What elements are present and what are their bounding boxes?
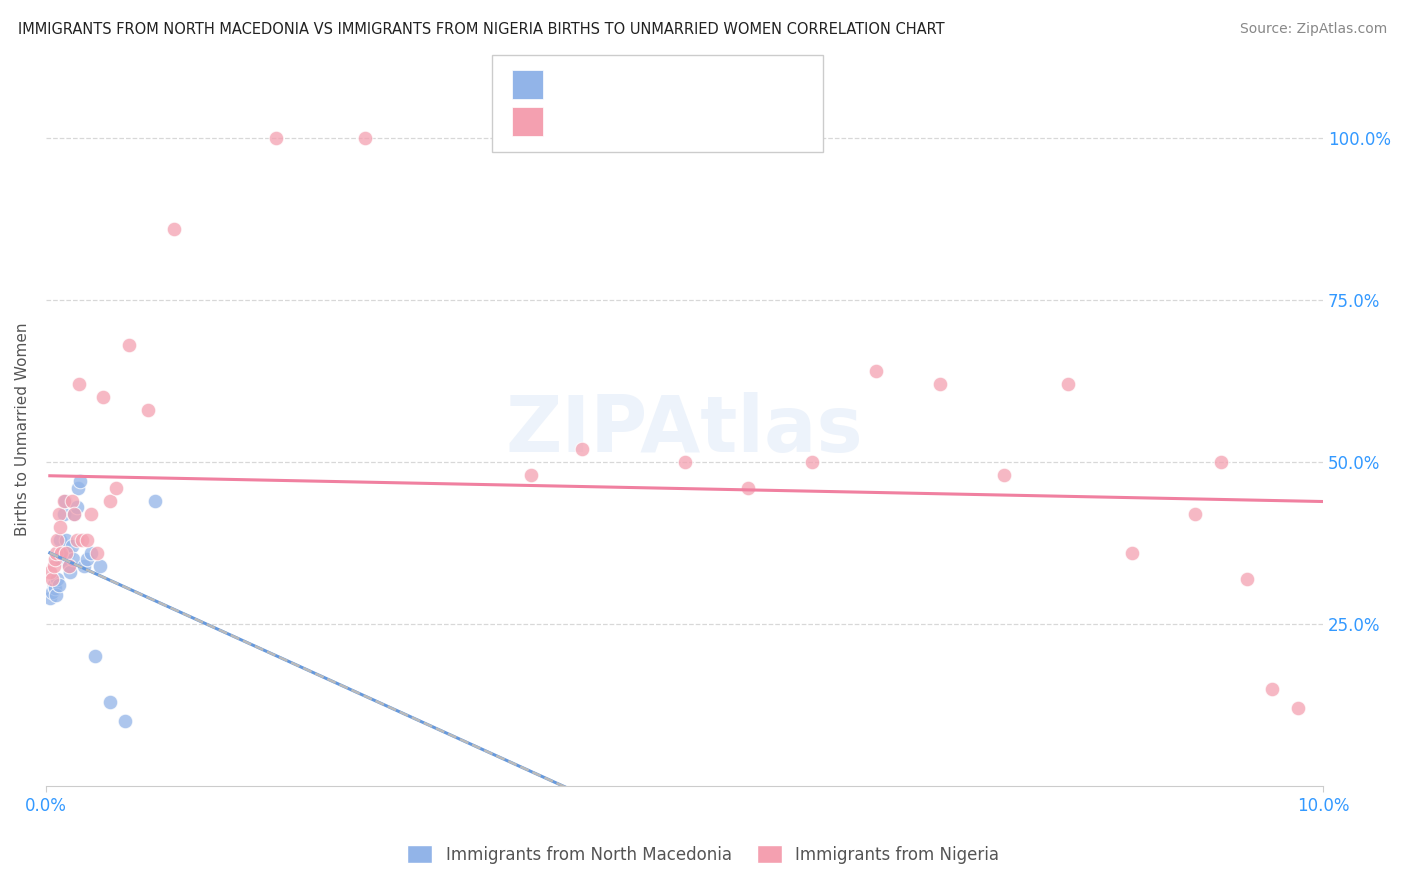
Point <box>1209 455 1232 469</box>
Point <box>62 552 84 566</box>
Point <box>63 507 86 521</box>
Point <box>571 442 593 456</box>
Point <box>52 494 75 508</box>
Text: Source: ZipAtlas.com: Source: ZipAtlas.com <box>1240 22 1388 37</box>
Point <box>55 546 77 560</box>
Point <box>70 533 93 547</box>
Point <box>98 494 121 508</box>
Point <box>118 338 141 352</box>
Point <box>1286 701 1309 715</box>
Point <box>83 649 105 664</box>
Point <box>55 533 77 547</box>
Point <box>65 500 87 515</box>
Text: N = 43: N = 43 <box>685 113 748 131</box>
Point <box>67 377 90 392</box>
Point <box>929 377 952 392</box>
Point <box>42 558 65 573</box>
Point <box>737 481 759 495</box>
Point <box>45 546 67 560</box>
Point <box>56 546 79 560</box>
Point <box>76 533 98 547</box>
Point <box>1261 681 1284 696</box>
Point <box>76 552 98 566</box>
Text: ZIPAtlas: ZIPAtlas <box>506 392 863 467</box>
Point <box>673 455 696 469</box>
Point <box>41 584 63 599</box>
Point <box>801 455 824 469</box>
Text: R = 0.285: R = 0.285 <box>550 77 640 95</box>
Point <box>41 572 63 586</box>
Point <box>86 546 108 560</box>
Point <box>105 481 128 495</box>
Point <box>38 591 60 606</box>
Point <box>98 695 121 709</box>
Point <box>46 572 69 586</box>
Point <box>42 578 65 592</box>
Point <box>1236 572 1258 586</box>
Point <box>1184 507 1206 521</box>
Point <box>63 507 86 521</box>
Point <box>49 533 72 547</box>
Point <box>65 533 87 547</box>
Point <box>865 364 887 378</box>
Point <box>48 507 70 521</box>
Point <box>354 130 377 145</box>
Point <box>44 582 66 596</box>
Point <box>51 546 73 560</box>
Point <box>136 403 159 417</box>
Point <box>1121 546 1143 560</box>
Point <box>89 558 111 573</box>
Point <box>58 558 80 573</box>
Text: N = 30: N = 30 <box>685 77 748 95</box>
Point <box>143 494 166 508</box>
Point <box>163 221 186 235</box>
Point <box>79 546 101 560</box>
Point <box>59 565 82 579</box>
Text: IMMIGRANTS FROM NORTH MACEDONIA VS IMMIGRANTS FROM NIGERIA BIRTHS TO UNMARRIED W: IMMIGRANTS FROM NORTH MACEDONIA VS IMMIG… <box>18 22 945 37</box>
Point <box>66 481 89 495</box>
Point <box>46 533 69 547</box>
Point <box>48 578 70 592</box>
Text: R = 0.378: R = 0.378 <box>550 113 640 131</box>
Point <box>58 558 80 573</box>
Point <box>45 588 67 602</box>
Point <box>520 467 543 482</box>
Point <box>51 552 73 566</box>
Point <box>44 552 66 566</box>
Point <box>60 539 83 553</box>
Point <box>53 494 76 508</box>
Point <box>73 558 96 573</box>
Point <box>38 565 60 579</box>
Point <box>52 507 75 521</box>
Point <box>79 507 101 521</box>
Point <box>114 714 136 729</box>
Point <box>93 390 115 404</box>
Point <box>1056 377 1078 392</box>
Point <box>69 475 91 489</box>
Point <box>60 494 83 508</box>
Point <box>264 130 287 145</box>
Point <box>52 546 75 560</box>
Y-axis label: Births to Unmarried Women: Births to Unmarried Women <box>15 323 30 536</box>
Point <box>993 467 1015 482</box>
Legend: Immigrants from North Macedonia, Immigrants from Nigeria: Immigrants from North Macedonia, Immigra… <box>401 838 1005 871</box>
Point <box>49 520 72 534</box>
